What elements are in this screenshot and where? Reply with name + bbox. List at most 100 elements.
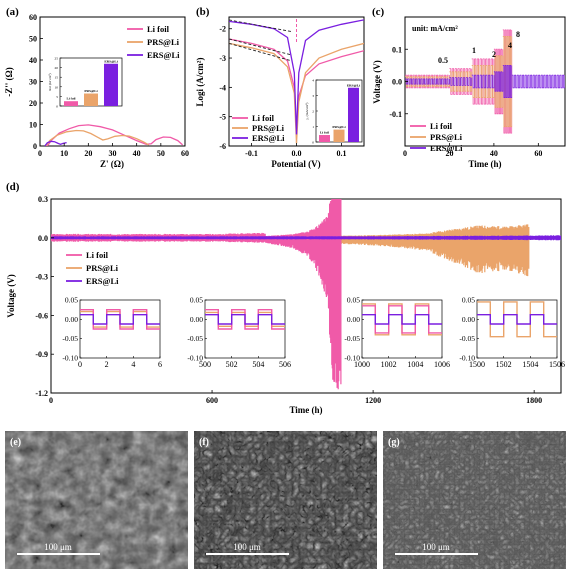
series-line-ers-li-anodic: [295, 19, 364, 135]
inset-series-ers: [80, 314, 160, 325]
series-band-ers: [51, 235, 561, 241]
inset-xtick-label: 0: [78, 360, 82, 369]
inset-ytick-label: 2: [312, 110, 314, 114]
panel-d-inset: 1000 1002 1004 1006 0.05 0.00 -0.05 -0.10: [344, 296, 450, 370]
series-line-prs-li-cathodic: [229, 42, 298, 144]
inset-ylabel: j₀ (mA/cm²): [305, 102, 309, 121]
inset-xtick-label: 500: [199, 360, 211, 369]
panel-d-legend-label: ERS@Li: [86, 276, 119, 286]
panel-c-ytick-label: -0.1: [389, 110, 402, 119]
inset-bar: [348, 87, 359, 142]
inset-xtick-label: 1506: [549, 360, 565, 369]
panel-c-legend-label: PRS@Li: [430, 132, 463, 142]
inset-ytick-label: 0.00: [65, 315, 78, 324]
inset-ytick-label: 20: [55, 66, 59, 70]
inset-ytick-label: 0: [312, 141, 314, 145]
inset-xtick-label: 1500: [469, 360, 485, 369]
panel-b-legend-label: Li foil: [252, 113, 275, 123]
panel-c-ylabel: Voltage (V): [372, 60, 382, 103]
inset-bar-label: PRS@Li: [84, 89, 97, 93]
inset-xtick-label: 1002: [381, 360, 397, 369]
inset-series-ers: [205, 314, 285, 325]
sem-panel-label: (f): [199, 437, 209, 448]
panel-label-d: (d): [6, 181, 20, 193]
inset-xtick-label: 1000: [354, 360, 370, 369]
scale-bar-label: 100 μm: [233, 542, 261, 552]
panel-label-c: (c): [372, 6, 385, 18]
panel-c-rate-plot: 0 20 40 60 -0.1 0.0 0.1 Time (h) Voltage (V) u…: [372, 16, 566, 169]
panel-a-xtick-label: 20: [84, 149, 92, 158]
inset-ytick-label: 10: [55, 85, 59, 89]
inset-xtick-label: 2: [105, 360, 109, 369]
panel-d-ytick-label: -0.3: [35, 273, 48, 282]
panel-b-ytick-label: -4: [219, 83, 226, 92]
panel-c-xtick-label: 20: [445, 149, 453, 158]
panel-a-ytick-label: 10: [29, 121, 37, 130]
panel-d-cycling-plot: 0 600 1200 1800 0.3 0.0 -0.3 -0.6 -0.9 -1.2 Time …: [6, 195, 565, 415]
panel-d-inset: 1500 1502 1504 1506 0.05 0.00 -0.05 -0.10: [459, 296, 565, 370]
sem-images: (e) 100 μm (f) 100 μm (g) 100 μm: [5, 431, 566, 569]
tafel-fit-line: [229, 38, 293, 56]
inset-ytick-label: -0.05: [187, 334, 203, 343]
panel-a-xtick-label: 30: [109, 149, 117, 158]
inset-ylabel: Rct (Ω·cm²): [48, 73, 52, 91]
series-band-prs: [51, 224, 530, 277]
series-line-prs-li-anodic: [295, 42, 364, 144]
panel-label-a: (a): [6, 6, 19, 18]
series-line-li-foil: [46, 124, 184, 146]
panel-a-ytick-label: 0: [33, 142, 37, 151]
inset-bar-label: PRS@Li: [332, 125, 345, 129]
inset-ytick-label: 0.00: [190, 315, 203, 324]
panel-d-ytick-label: -0.6: [35, 311, 48, 320]
inset-ytick-label: 25: [55, 57, 59, 61]
scale-bar-label: 100 μm: [44, 542, 72, 552]
inset-bar: [64, 101, 78, 106]
panel-b-xtick-label: -0.1: [245, 149, 258, 158]
inset-xtick-label: 6: [158, 360, 162, 369]
sem-texture: [194, 431, 377, 569]
panel-b-tafel-plot: -0.1 0.0 0.1 -2 -3 -4 -5 -6 Potential (V) Logi …: [195, 16, 365, 169]
inset-series-ers: [362, 314, 442, 325]
panel-d-xtick-label: 1200: [365, 396, 381, 405]
panel-c-xtick-label: 60: [534, 149, 542, 158]
inset-xtick-label: 1006: [434, 360, 450, 369]
inset-xtick-label: 1004: [407, 360, 423, 369]
panel-c-xtick-label: 0: [403, 149, 407, 158]
sem-panel-label: (g): [388, 437, 400, 448]
panel-a-xtick-label: 50: [157, 149, 165, 158]
tafel-fit-line: [229, 42, 293, 62]
series-line-ers-li-cathodic: [229, 20, 298, 135]
inset-ytick-label: -0.05: [344, 334, 360, 343]
unit-annotation: unit: mA/cm²: [412, 24, 458, 33]
panel-a-ytick-label: 20: [29, 99, 37, 108]
current-step-label: 1: [472, 46, 476, 55]
panel-d-ytick-label: -0.9: [35, 350, 48, 359]
panel-d-legend: Li foil PRS@Li ERS@Li: [66, 250, 119, 286]
series-line-ers: [405, 65, 565, 98]
inset-bar: [104, 63, 118, 106]
current-step-label: 0.5: [438, 56, 448, 65]
inset-bar: [319, 135, 330, 142]
panel-b-legend-label: ERS@Li: [252, 133, 285, 143]
sem-image-3: (g) 100 μm: [383, 431, 566, 569]
panel-a-legend: Li foil PRS@Li ERS@Li: [127, 24, 180, 60]
inset-xtick-label: 1504: [522, 360, 538, 369]
panel-a-xtick-label: 10: [60, 149, 68, 158]
inset-bar-label: ERS@Li: [104, 59, 117, 63]
panel-b-ytick-label: -3: [219, 54, 226, 63]
sem-image-2: (f) 100 μm: [194, 431, 377, 569]
inset-xtick-label: 504: [252, 360, 264, 369]
current-step-label: 4: [508, 41, 512, 50]
panel-c-xlabel: Time (h): [468, 159, 501, 169]
inset-ytick-label: -0.05: [459, 334, 475, 343]
panel-a-ytick-label: 30: [29, 78, 37, 87]
panel-d-xtick-label: 600: [206, 396, 218, 405]
panel-b-ytick-label: -6: [219, 142, 226, 151]
panel-d-inset: 0 2 4 6 0.05 0.00 -0.05 -0.10: [62, 296, 162, 370]
panel-c-ytick-label: 0.0: [392, 78, 402, 87]
panel-a-xlabel: Z' (Ω): [100, 159, 124, 169]
inset-ytick-label: -0.10: [344, 354, 360, 363]
